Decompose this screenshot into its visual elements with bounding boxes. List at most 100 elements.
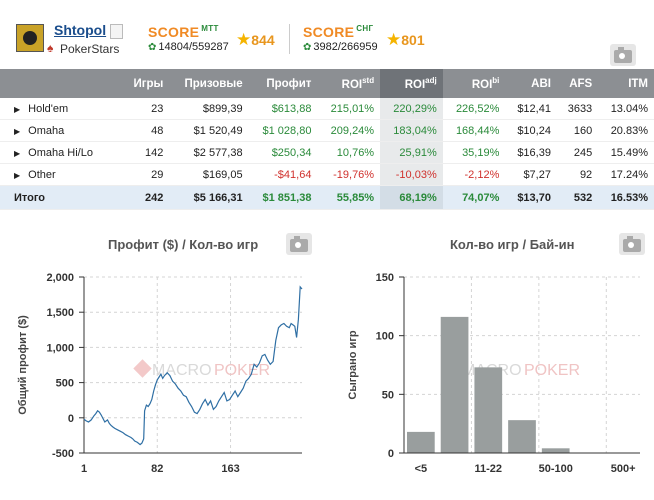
column-header-itm[interactable]: ITM <box>598 69 654 98</box>
cell-abi: $13,70 <box>505 185 557 210</box>
watermark-text-macro: MACRO <box>152 362 212 379</box>
score-sng: SCORE СНГ ✿ 3982/266959 <box>303 24 378 53</box>
x-tick-label: 82 <box>151 463 163 475</box>
x-tick-label: 50-100 <box>539 463 573 475</box>
column-header-abi[interactable]: ABI <box>505 69 557 98</box>
y-tick-label: 0 <box>68 413 74 425</box>
copy-icon[interactable] <box>110 24 123 39</box>
room-name: PokerStars <box>60 42 120 56</box>
divider <box>289 24 290 54</box>
expand-icon[interactable]: ▶ <box>14 148 21 158</box>
watermark-logo-icon <box>133 359 152 378</box>
cell-itm: 20.83% <box>598 119 654 142</box>
y-tick-label: 0 <box>388 448 394 460</box>
row-name: ▶ Omaha Hi/Lo <box>0 141 122 164</box>
x-tick-label: <5 <box>415 463 428 475</box>
score-sng-tag: СНГ <box>356 24 374 34</box>
cell-roi-adj: 68,19% <box>380 185 443 210</box>
bar-22-50 <box>508 420 536 453</box>
cell-prize: $169,05 <box>169 163 249 186</box>
expand-icon[interactable]: ▶ <box>14 170 21 180</box>
cell-roi-adj: 183,04% <box>380 119 443 142</box>
rank-icon: ✿ <box>303 42 312 53</box>
cell-profit: $613,88 <box>248 98 318 120</box>
username-link[interactable]: Shtopol <box>54 22 107 38</box>
pokerstars-icon: ♠ <box>47 41 54 55</box>
score-mtt: SCORE MTT ✿ 14804/559287 <box>148 24 229 53</box>
camera-icon <box>614 47 632 63</box>
score-mtt-label: SCORE <box>148 24 200 40</box>
cell-prize: $2 577,38 <box>169 141 249 164</box>
row-name: ▶ Omaha <box>0 119 122 142</box>
x-tick-label: 1 <box>81 463 87 475</box>
cell-roi-bi: -2,12% <box>442 163 506 186</box>
total-label: Итого <box>0 185 122 210</box>
cell-profit: $1 028,80 <box>248 119 318 142</box>
cell-roi-adj: -10,03% <box>380 163 443 186</box>
buyin-chart-title: Кол-во игр / Бай-ин <box>450 237 575 252</box>
column-header-afs[interactable]: AFS <box>556 69 599 98</box>
camera-icon <box>623 236 641 252</box>
rank-icon: ✿ <box>148 42 157 53</box>
column-header-roi-bi[interactable]: ROIbi <box>442 69 506 98</box>
cell-roi-bi: 74,07% <box>442 185 506 210</box>
watermark-text-poker: POKER <box>214 362 270 379</box>
y-tick-label: 50 <box>382 389 394 401</box>
camera-icon <box>290 236 308 252</box>
table-row[interactable]: ▶ Other 29 $169,05 -$41,64 -19,76% -10,03… <box>0 163 654 186</box>
stats-table: Игры Призовые Профит ROIstd ROIadj ROIbi… <box>0 69 654 210</box>
cell-roi-std: 209,24% <box>317 119 381 142</box>
cell-games: 48 <box>122 119 170 142</box>
y-axis-label: Общий профит ($) <box>17 315 29 415</box>
star-icon: ★ <box>386 30 402 49</box>
table-total-row: Итого 242 $5 166,31 $1 851,38 55,85% 68,… <box>0 185 654 210</box>
table-row[interactable]: ▶ Omaha Hi/Lo 142 $2 577,38 $250,34 10,76… <box>0 141 654 164</box>
score-mtt-stars-value: 844 <box>251 32 275 48</box>
cell-profit: -$41,64 <box>248 163 318 186</box>
y-tick-label: 1,000 <box>46 342 74 354</box>
avatar[interactable] <box>16 24 44 52</box>
cell-games: 23 <box>122 98 170 120</box>
cell-roi-std: -19,76% <box>317 163 381 186</box>
bar-<5 <box>407 431 435 453</box>
cell-abi: $12,41 <box>505 98 557 120</box>
cell-games: 142 <box>122 141 170 164</box>
score-mtt-stars: ★844 <box>236 30 275 50</box>
table-row[interactable]: ▶ Omaha 48 $1 520,49 $1 028,80 209,24% 18… <box>0 119 654 142</box>
cell-prize: $1 520,49 <box>169 119 249 142</box>
profit-series-line <box>83 285 303 446</box>
expand-icon[interactable]: ▶ <box>14 126 21 136</box>
cell-abi: $10,24 <box>505 119 557 142</box>
score-sng-stars: ★801 <box>386 30 425 50</box>
column-header-roi-adj[interactable]: ROIadj <box>380 69 443 98</box>
column-header-roi-std[interactable]: ROIstd <box>317 69 381 98</box>
column-header-games[interactable]: Игры <box>122 69 170 98</box>
cell-profit: $250,34 <box>248 141 318 164</box>
expand-icon[interactable]: ▶ <box>14 104 21 114</box>
cell-profit: $1 851,38 <box>248 185 318 210</box>
bar-5-10 <box>440 316 469 453</box>
cell-roi-std: 10,76% <box>317 141 381 164</box>
cell-roi-adj: 220,29% <box>380 98 443 120</box>
table-row[interactable]: ▶ Hold'em 23 $899,39 $613,88 215,01% 220,… <box>0 98 654 120</box>
column-header-prize[interactable]: Призовые <box>169 69 249 98</box>
y-tick-label: 150 <box>376 272 394 284</box>
cell-prize: $899,39 <box>169 98 249 120</box>
watermark-text-poker: POKER <box>524 362 580 379</box>
score-sng-rank: 3982/266959 <box>313 41 378 53</box>
buyin-chart-camera-button[interactable] <box>619 233 645 255</box>
column-header-name <box>0 69 122 98</box>
cell-afs: 3633 <box>556 98 599 120</box>
cell-itm: 13.04% <box>598 98 654 120</box>
cell-afs: 532 <box>556 185 599 210</box>
y-tick-label: 500 <box>56 378 74 390</box>
cell-itm: 16.53% <box>598 185 654 210</box>
camera-button[interactable] <box>610 44 636 66</box>
column-header-profit[interactable]: Профит <box>248 69 318 98</box>
bar-50-100 <box>541 448 570 453</box>
profit-chart-camera-button[interactable] <box>286 233 312 255</box>
x-tick-label: 500+ <box>611 463 636 475</box>
cell-afs: 160 <box>556 119 599 142</box>
profile-header: Shtopol ♠ PokerStars SCORE MTT ✿ 14804/559… <box>0 0 654 68</box>
